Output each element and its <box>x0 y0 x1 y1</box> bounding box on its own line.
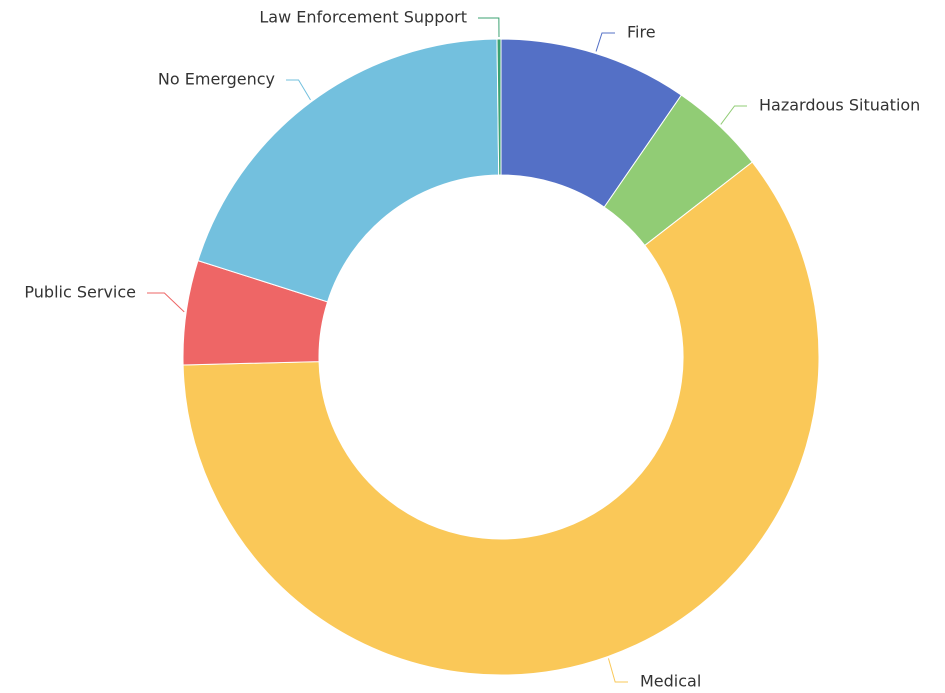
slice-no-emergency[interactable] <box>197 38 500 303</box>
leader-line-law-enforcement-support <box>478 17 500 38</box>
label-no-emergency: No Emergency <box>158 70 275 89</box>
slice-medical[interactable] <box>182 161 820 676</box>
leader-line-hazardous-situation <box>720 105 747 125</box>
label-law-enforcement-support: Law Enforcement Support <box>259 8 467 27</box>
slice-law-enforcement-support[interactable] <box>496 38 502 176</box>
leader-line-medical <box>607 658 628 683</box>
slices-group <box>182 38 820 676</box>
leader-line-fire <box>595 32 615 52</box>
leader-line-no-emergency <box>286 79 311 101</box>
label-public-service: Public Service <box>24 283 136 302</box>
label-fire: Fire <box>627 23 656 42</box>
label-hazardous-situation: Hazardous Situation <box>759 96 920 115</box>
label-medical: Medical <box>640 672 701 691</box>
labels-group: Fire Hazardous Situation Medical Public Ser… <box>24 8 920 691</box>
leader-line-public-service <box>147 292 185 313</box>
